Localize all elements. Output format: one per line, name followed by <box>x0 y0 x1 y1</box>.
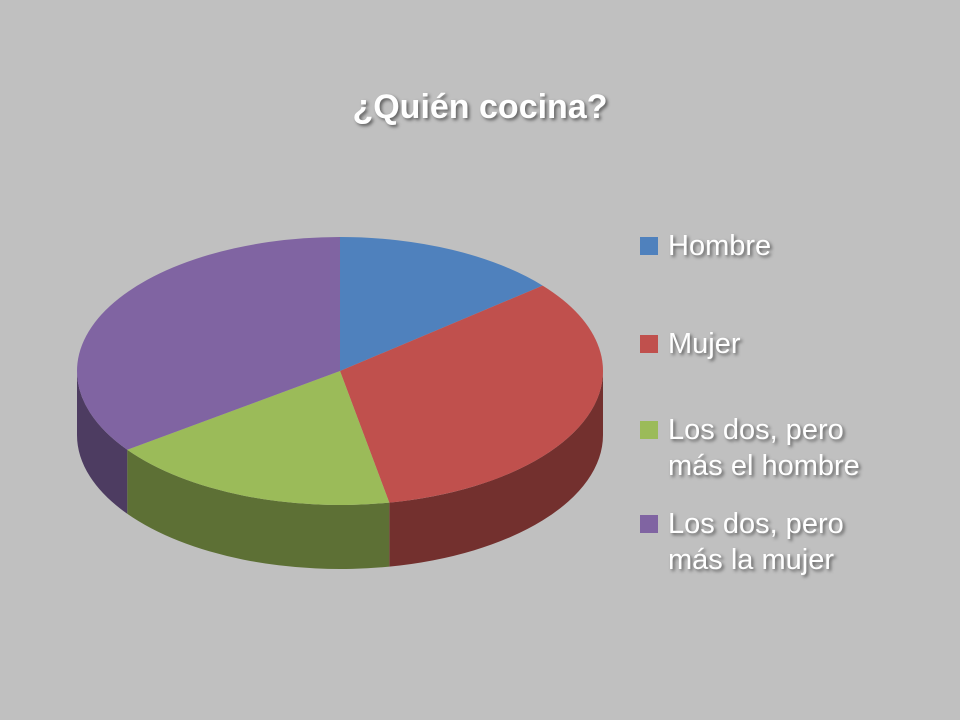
legend: Hombre Mujer Los dos, pero más el hombre Lo… <box>640 228 900 578</box>
slice-side <box>389 371 603 567</box>
legend-item: Los dos, pero más el hombre <box>640 412 900 484</box>
slice-side <box>77 371 128 514</box>
legend-label: Mujer <box>668 328 741 360</box>
legend-swatch <box>640 421 658 439</box>
legend-swatch <box>640 515 658 533</box>
pie-slice <box>127 371 390 505</box>
legend-swatch <box>640 335 658 353</box>
legend-label: Los dos, pero más la mujer <box>668 508 844 576</box>
chart-title: ¿Quién cocina? <box>352 88 608 126</box>
legend-swatch <box>640 237 658 255</box>
legend-item: Los dos, pero más la mujer <box>640 506 900 578</box>
legend-label: Hombre <box>668 230 772 262</box>
pie-slice <box>340 237 543 371</box>
legend-item: Mujer <box>640 326 900 362</box>
pie-slice <box>77 237 340 450</box>
slice-side <box>127 449 390 569</box>
legend-item: Hombre <box>640 228 900 264</box>
pie-slice <box>340 285 603 503</box>
legend-label: Los dos, pero más el hombre <box>668 414 860 482</box>
